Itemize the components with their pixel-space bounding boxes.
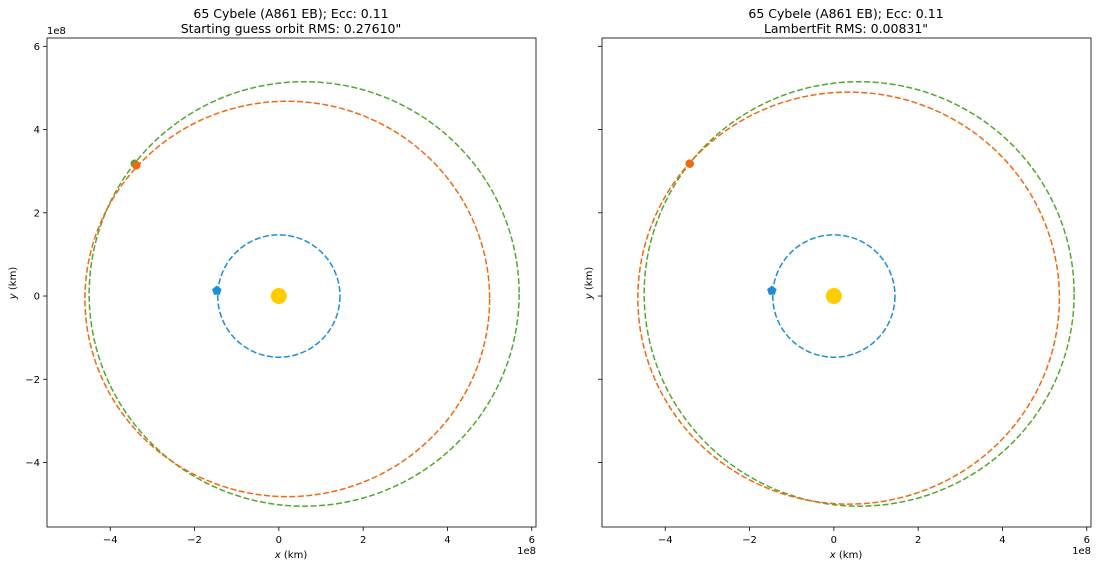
left-ytick-label-1: −2 (25, 375, 40, 386)
right-xtick-label-3: 2 (915, 535, 921, 546)
right-ylabel-var: y (584, 292, 595, 300)
left-ylabel: y (km) (8, 267, 19, 301)
right-axes: −4 −2 0 2 4 6 (598, 45, 1090, 546)
left-orbit-0 (216, 234, 341, 358)
left-xlabel-unit: (km) (281, 550, 308, 561)
left-xtick-label-1: −2 (187, 535, 202, 546)
right-position-marker-2 (685, 159, 694, 168)
right-plot-content (637, 80, 1075, 507)
right-xlabel-unit: (km) (836, 550, 863, 561)
right-ylabel: y (km) (584, 267, 595, 301)
right-panel: 65 Cybele (A861 EB); Ecc: 0.11 LambertFi… (584, 6, 1092, 561)
left-ytick-label-3: 2 (34, 208, 40, 219)
left-axes: −4 −2 0 2 4 6 −4 −2 0 2 4 6 (25, 42, 535, 546)
right-xtick-label-4: 4 (999, 535, 1005, 546)
left-xtick-label-2: 0 (276, 535, 282, 546)
right-x-offset: 1e8 (1072, 546, 1091, 557)
right-orbit-2 (637, 91, 1061, 505)
left-xtick-label-4: 4 (444, 535, 450, 546)
left-x-offset: 1e8 (517, 546, 536, 557)
right-ylabel-unit: (km) (584, 267, 595, 294)
left-sun-marker (270, 288, 287, 305)
right-xtick-label-5: 6 (1084, 535, 1090, 546)
left-y-offset: 1e8 (47, 26, 66, 37)
right-position-marker-0 (767, 285, 777, 295)
left-ytick-label-5: 6 (34, 42, 40, 53)
left-xtick-label-3: 2 (360, 535, 366, 546)
left-subtitle: Starting guess orbit RMS: 0.27610" (181, 21, 401, 36)
left-title: 65 Cybele (A861 EB); Ecc: 0.11 (193, 6, 388, 21)
left-xtick-label-5: 6 (529, 535, 535, 546)
right-orbit-1 (643, 80, 1075, 507)
right-xtick-label-0: −4 (658, 535, 673, 546)
left-orbit-2 (84, 100, 491, 498)
right-xtick-label-1: −2 (742, 535, 757, 546)
left-xlabel-var: x (274, 550, 281, 561)
left-plot-area (46, 37, 537, 528)
left-xtick-label-0: −4 (103, 535, 118, 546)
right-title: 65 Cybele (A861 EB); Ecc: 0.11 (748, 6, 943, 21)
left-ytick-label-4: 4 (34, 125, 40, 136)
right-xtick-label-2: 0 (831, 535, 837, 546)
left-position-marker-0 (212, 285, 222, 295)
right-xlabel: x (km) (829, 550, 863, 561)
left-orbit-1 (88, 80, 520, 507)
right-plot-area (601, 37, 1092, 528)
right-orbit-0 (771, 234, 896, 358)
left-ylabel-unit: (km) (8, 267, 19, 294)
left-plot-content (84, 80, 520, 507)
left-ytick-label-0: −4 (25, 458, 40, 469)
right-sun-marker (825, 288, 842, 305)
right-xlabel-var: x (829, 550, 836, 561)
left-panel: 65 Cybele (A861 EB); Ecc: 0.11 Starting … (8, 6, 537, 561)
left-ytick-label-2: 0 (34, 292, 40, 303)
left-ylabel-var: y (8, 292, 19, 300)
right-subtitle: LambertFit RMS: 0.00831" (764, 21, 928, 36)
left-xlabel: x (km) (274, 550, 308, 561)
left-position-marker-2 (132, 161, 141, 170)
